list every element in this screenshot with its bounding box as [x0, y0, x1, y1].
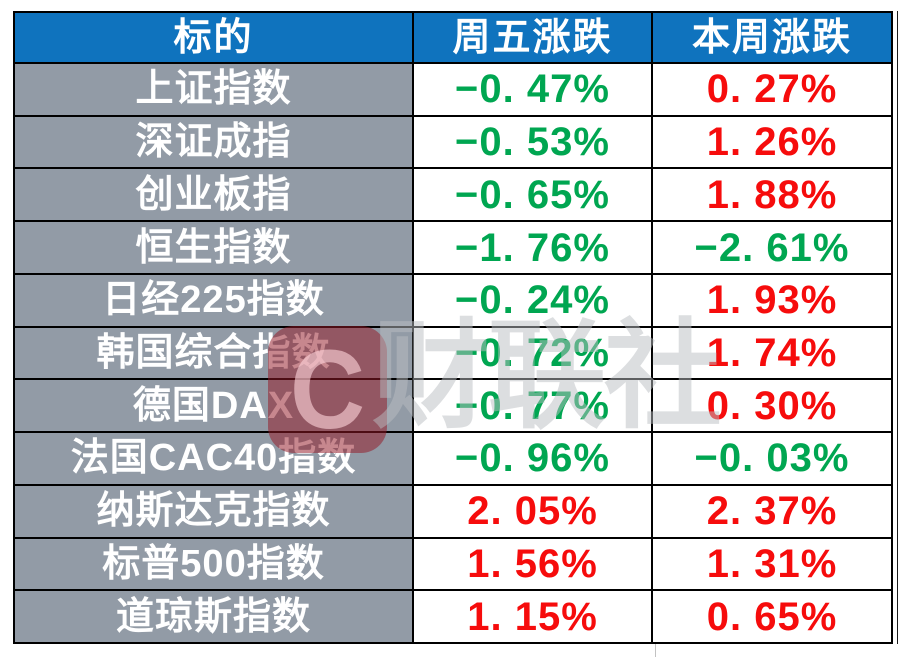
row-label: 日经225指数 [15, 274, 412, 326]
week-change-cell: −2. 61% [653, 222, 891, 273]
week-change-cell: 1. 26% [653, 116, 891, 168]
row-label: 标普500指数 [15, 538, 412, 590]
row-label: 创业板指 [15, 169, 412, 221]
friday-change-cell: −0. 24% [414, 274, 651, 326]
week-change-cell: 1. 31% [653, 538, 891, 590]
friday-change-cell: −0. 47% [414, 64, 651, 115]
friday-change-cell: −0. 77% [414, 380, 651, 432]
table-outer-double-border [897, 11, 898, 644]
week-change-cell: 0. 30% [653, 380, 891, 432]
week-change-cell: 1. 88% [653, 169, 891, 221]
index-change-table: 标的 周五涨跌 本周涨跌 上证指数 −0. 47% 0. 27% 深证成指 −0. 53% 1.… [13, 11, 893, 644]
week-change-cell: 1. 93% [653, 274, 891, 326]
column-header-2: 本周涨跌 [653, 13, 891, 62]
friday-change-cell: 1. 15% [414, 591, 651, 642]
friday-change-cell: 2. 05% [414, 485, 651, 537]
week-change-cell: 0. 27% [653, 64, 891, 115]
row-label: 法国CAC40指数 [15, 433, 412, 484]
row-label: 韩国综合指数 [15, 327, 412, 379]
friday-change-cell: −0. 72% [414, 327, 651, 379]
friday-change-cell: −0. 96% [414, 433, 651, 484]
week-change-cell: −0. 03% [653, 433, 891, 484]
row-label: 恒生指数 [15, 222, 412, 273]
friday-change-cell: 1. 56% [414, 538, 651, 590]
column-header-0: 标的 [15, 13, 412, 62]
row-label: 纳斯达克指数 [15, 485, 412, 537]
row-label: 德国DAX [15, 380, 412, 432]
gridline-stub [655, 644, 656, 657]
week-change-cell: 1. 74% [653, 327, 891, 379]
row-label: 道琼斯指数 [15, 591, 412, 642]
friday-change-cell: −0. 65% [414, 169, 651, 221]
week-change-cell: 0. 65% [653, 591, 891, 642]
week-change-cell: 2. 37% [653, 485, 891, 537]
friday-change-cell: −0. 53% [414, 116, 651, 168]
friday-change-cell: −1. 76% [414, 222, 651, 273]
column-header-1: 周五涨跌 [414, 13, 651, 62]
row-label: 上证指数 [15, 64, 412, 115]
row-label: 深证成指 [15, 116, 412, 168]
